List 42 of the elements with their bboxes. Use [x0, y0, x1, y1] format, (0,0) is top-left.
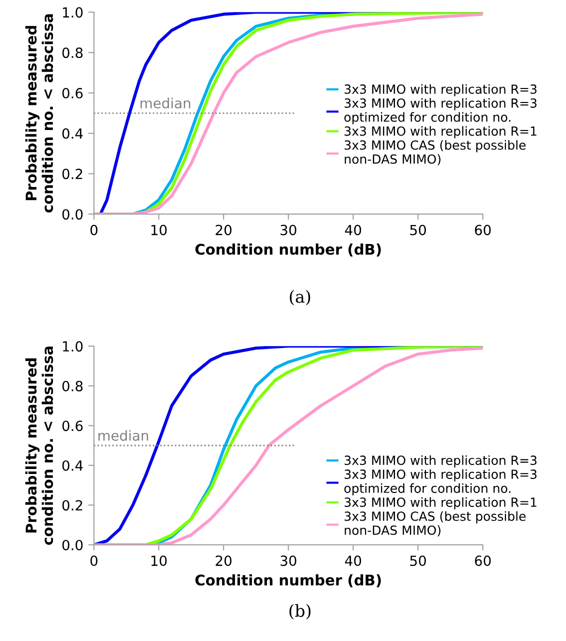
y-tick-label: 0.2: [62, 500, 82, 511]
x-tick-label: 60: [474, 224, 491, 236]
y-tick-label: 0.6: [62, 88, 83, 98]
y-tick-label: 1.0: [62, 7, 83, 18]
x-tick-label: 20: [216, 556, 232, 566]
y-tick-label: 0.4: [62, 128, 83, 139]
x-tick-label: 10: [151, 556, 167, 566]
x-tick-label: 50: [410, 224, 426, 236]
x-tick-label: 40: [345, 224, 362, 236]
x-tick-label: 50: [410, 556, 426, 566]
legend-label: 3x3 MIMO with replication R=3 optimized for condition no.: [344, 98, 537, 124]
ref-line-label: median: [98, 430, 148, 441]
text: (a): [290, 290, 310, 306]
x-tick-label: 0: [90, 224, 98, 236]
legend-label: 3x3 MIMO CAS (best possible non-DAS MIMO): [344, 140, 526, 166]
legend-label: 3x3 MIMO with replication R=3: [344, 455, 537, 468]
y-tick-label: 0.4: [62, 460, 83, 471]
x-tick-label: 30: [280, 556, 296, 566]
y-tick-label: 0.8: [62, 380, 83, 392]
x-tick-label: 10: [151, 224, 167, 236]
x-tick-label: 30: [280, 224, 296, 236]
y-tick-label: 0.6: [62, 420, 83, 432]
x-axis-title: Condition number (dB): [195, 244, 381, 257]
legend-label: 3x3 MIMO with replication R=3: [344, 84, 537, 96]
y-axis-title: Probability measured condition no. < abscissa: [25, 14, 54, 213]
x-tick-label: 20: [216, 224, 232, 236]
legend-label: 3x3 MIMO with replication R=3 optimized for condition no.: [344, 469, 537, 496]
y-tick-label: 0.0: [62, 209, 83, 220]
legend-label: 3x3 MIMO CAS (best possible non-DAS MIMO): [344, 511, 526, 536]
x-tick-label: 60: [474, 556, 491, 566]
y-tick-label: 0.2: [62, 168, 82, 180]
text: (b): [289, 604, 310, 620]
y-tick-label: 0.8: [62, 48, 83, 58]
y-tick-label: 0.0: [62, 540, 83, 550]
legend-label: 3x3 MIMO with replication R=1: [344, 497, 536, 510]
x-axis-title: Condition number (dB): [195, 574, 381, 588]
x-tick-label: 0: [90, 556, 98, 566]
y-axis-title: Probability measured condition no. < abscissa: [25, 346, 54, 545]
ref-line-label: median: [140, 98, 190, 108]
x-tick-label: 40: [345, 556, 362, 566]
y-tick-label: 1.0: [62, 341, 83, 352]
legend-label: 3x3 MIMO with replication R=1: [344, 126, 536, 138]
